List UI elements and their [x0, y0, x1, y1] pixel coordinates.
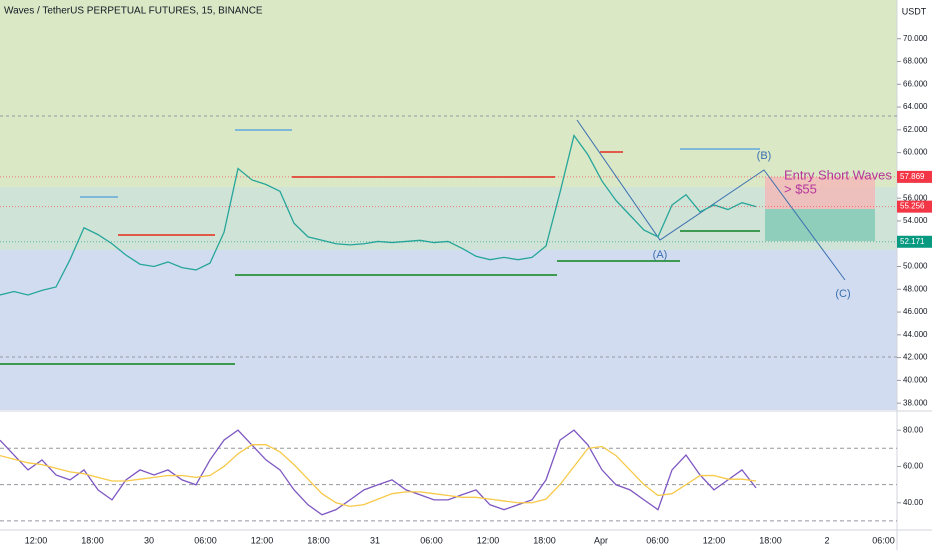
rsi-line — [0, 429, 757, 516]
price-tag-label: 52.171 — [900, 237, 925, 246]
wave-label: (C) — [835, 288, 850, 300]
y-tick-label: 48.000 — [903, 284, 928, 293]
y-tick-label: 64.000 — [903, 102, 928, 111]
price-tag — [897, 170, 932, 183]
annotation: > $55 — [784, 181, 817, 196]
y-tick-label: 42.000 — [903, 353, 928, 362]
x-tick-label: 18:00 — [533, 535, 556, 545]
y-tick-label: 68.000 — [903, 57, 928, 66]
rsi-pane — [0, 412, 897, 530]
price-tag-label: 55.256 — [900, 202, 925, 211]
y-tick-label: 60.000 — [903, 148, 928, 157]
y-tick-label: 50.000 — [903, 262, 928, 271]
y-tick-label: 46.000 — [903, 307, 928, 316]
rsi-line — [0, 444, 757, 508]
rsi-tick-label: 40.00 — [903, 498, 924, 507]
x-tick-label: 18:00 — [81, 535, 104, 545]
price-tag — [897, 235, 932, 248]
x-tick-label: 06:00 — [646, 535, 669, 545]
wave-line — [576, 119, 846, 281]
x-tick-label: 2 — [824, 535, 829, 545]
y-tick-label: 70.000 — [903, 34, 928, 43]
wave-label: (B) — [757, 150, 772, 162]
x-tick-label: Apr — [594, 535, 608, 545]
neutral-zone — [0, 187, 897, 250]
x-tick-label: 12:00 — [703, 535, 726, 545]
x-tick-label: 06:00 — [872, 535, 895, 545]
rsi-tick-label: 80.00 — [903, 425, 924, 434]
y-tick-label: 54.000 — [903, 216, 928, 225]
y-tick-label: 40.000 — [903, 375, 928, 384]
y-tick-label: 56.000 — [903, 193, 928, 202]
price-tag-label: 57.869 — [900, 172, 925, 181]
price-tag — [897, 200, 932, 213]
target-zone — [765, 209, 875, 241]
x-tick-label: 18:00 — [307, 535, 330, 545]
stop-zone — [765, 177, 875, 209]
currency-label: USDT — [902, 6, 927, 16]
x-tick-label: 12:00 — [25, 535, 48, 545]
bear-zone — [0, 250, 897, 410]
y-tick-label: 66.000 — [903, 79, 928, 88]
x-tick-label: 12:00 — [477, 535, 500, 545]
x-tick-label: 06:00 — [420, 535, 443, 545]
bull-zone — [0, 0, 897, 187]
annotation: Entry Short Waves — [784, 167, 892, 182]
x-tick-label: 12:00 — [251, 535, 274, 545]
wave-label: (A) — [653, 249, 668, 261]
x-tick-label: 18:00 — [759, 535, 782, 545]
x-tick-label: 30 — [144, 535, 154, 545]
x-tick-label: 31 — [370, 535, 380, 545]
x-tick-label: 06:00 — [194, 535, 217, 545]
rsi-tick-label: 60.00 — [903, 462, 924, 471]
y-tick-label: 38.000 — [903, 398, 928, 407]
chart-title: Waves / TetherUS PERPETUAL FUTURES, 15, … — [4, 6, 263, 17]
y-tick-label: 44.000 — [903, 330, 928, 339]
y-tick-label: 62.000 — [903, 125, 928, 134]
